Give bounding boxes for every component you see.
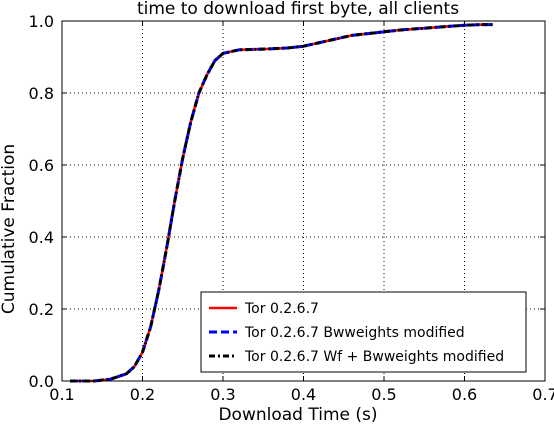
legend: Tor 0.2.6.7 Tor 0.2.6.7 Bwweights modifie… (200, 291, 527, 373)
x-tick-label: 0.7 (532, 385, 554, 404)
legend-box (200, 291, 527, 373)
y-tick-label: 0.0 (29, 372, 54, 391)
series-line-3 (70, 23, 493, 383)
x-tick-label: 0.6 (452, 385, 477, 404)
x-tick-labels: 0.1 0.2 0.3 0.4 0.5 0.6 0.7 (49, 385, 554, 404)
x-axis-label: Download Time (s) (218, 405, 377, 425)
y-axis-label: Cumulative Fraction (0, 144, 19, 314)
y-tick-label: 1.0 (29, 12, 54, 31)
y-tick-label: 0.2 (29, 300, 54, 319)
x-tick-label: 0.4 (291, 385, 316, 404)
x-tick-label: 0.3 (210, 385, 235, 404)
y-tick-label: 0.6 (29, 156, 54, 175)
axis-ticks (61, 20, 546, 382)
y-tick-label: 0.4 (29, 228, 54, 247)
x-tick-label: 0.5 (371, 385, 396, 404)
x-tick-label: 0.2 (130, 385, 155, 404)
y-tick-label: 0.8 (29, 84, 54, 103)
legend-label-3: Tor 0.2.6.7 Wf + Bwweights modified (244, 349, 504, 365)
y-tick-labels: 0.0 0.2 0.4 0.6 0.8 1.0 (29, 12, 54, 391)
legend-label-2: Tor 0.2.6.7 Bwweights modified (244, 325, 465, 341)
legend-label-1: Tor 0.2.6.7 (244, 301, 319, 317)
chart-title: time to download first byte, all clients (137, 0, 459, 19)
series-lines (70, 23, 493, 383)
x-tick-label: 0.1 (49, 385, 74, 404)
